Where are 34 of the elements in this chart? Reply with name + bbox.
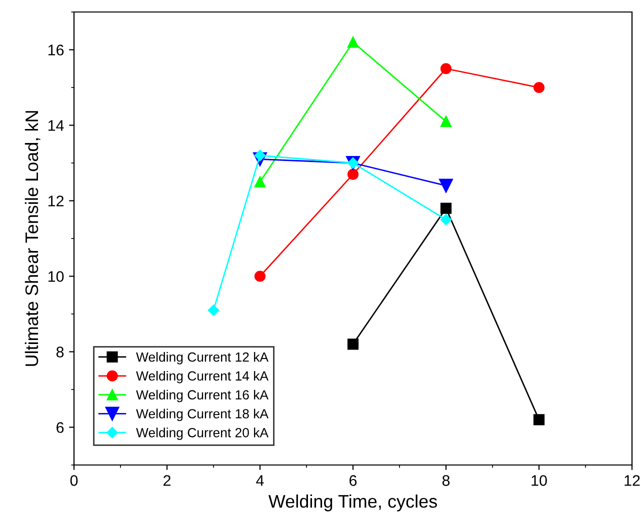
point: [347, 168, 359, 180]
point: [347, 338, 359, 350]
point: [254, 270, 266, 282]
x-axis-title: Welding Time, cycles: [268, 494, 437, 512]
point: [439, 178, 453, 193]
y-tick-label: 12: [48, 196, 64, 206]
point: [254, 176, 266, 188]
point: [208, 304, 220, 316]
legend-label: Welding Current 16 kA: [136, 390, 268, 402]
legend-label: Welding Current 18 kA: [136, 408, 268, 422]
x-tick-label: 0: [70, 475, 78, 486]
y-tick-label: 16: [48, 44, 64, 56]
point: [440, 116, 452, 128]
x-tick-label: 2: [164, 475, 170, 486]
point: [533, 82, 545, 94]
point: [440, 214, 452, 226]
point: [533, 414, 545, 426]
x-tick-label: 6: [350, 475, 357, 486]
y-tick-label: 10: [48, 271, 64, 282]
y-tick-label: 6: [56, 422, 64, 433]
point: [254, 150, 266, 162]
legend-label: Welding Current 14 kA: [136, 370, 268, 384]
legend-label: Welding Current 12 kA: [136, 352, 268, 364]
y-tick-label: 14: [48, 120, 64, 131]
point: [440, 63, 452, 74]
y-tick-label: 8: [56, 346, 64, 358]
x-tick-label: 12: [624, 475, 640, 486]
legend-label: Welding Current 20 kA: [136, 428, 268, 440]
x-tick-label: 10: [532, 475, 547, 486]
x-tick-label: 4: [256, 475, 264, 486]
y-axis-title: Ultimate Shear Tensile Load, kN: [24, 111, 40, 366]
x-tick-label: 8: [442, 475, 450, 486]
point: [347, 36, 359, 48]
point: [440, 202, 452, 214]
